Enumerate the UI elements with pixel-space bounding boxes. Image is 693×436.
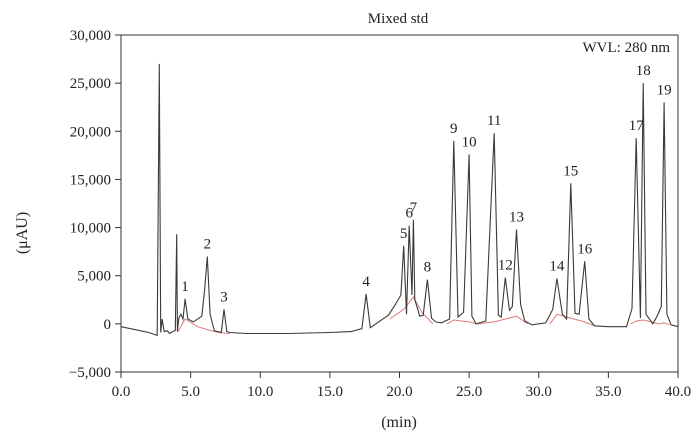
y-tick-label: 15,000 (70, 172, 111, 188)
peak-label-2: 2 (204, 236, 212, 252)
peak-label-8: 8 (424, 260, 432, 276)
y-axis: −5,000 0 5,000 10,000 15,000 20,000 25,000 30,0… (69, 28, 121, 381)
x-tick-label: 20.0 (386, 384, 412, 400)
chromatogram-trace (120, 63, 679, 337)
x-tick-label: 35.0 (595, 384, 621, 400)
x-tick-label: 10.0 (247, 384, 273, 400)
y-tick-label: 20,000 (70, 124, 111, 140)
y-tick-label: 25,000 (70, 76, 111, 92)
y-axis-title: (μAU) (14, 212, 31, 254)
peak-label-14: 14 (549, 259, 565, 275)
peak-label-15: 15 (563, 163, 578, 179)
peak-label-9: 9 (450, 121, 458, 137)
x-axis: 0.0 5.0 10.0 15.0 20.0 25.0 30.0 35.0 40.0 (112, 372, 691, 400)
x-tick-label: 5.0 (181, 384, 200, 400)
peak-label-6: 6 (405, 206, 413, 222)
peak-label-13: 13 (509, 209, 524, 225)
peak-label-11: 11 (487, 113, 501, 129)
baseline-segment (446, 315, 528, 325)
x-tick-label: 15.0 (317, 384, 343, 400)
peak-label-4: 4 (362, 274, 370, 290)
y-tick-label: 5,000 (77, 269, 111, 285)
peak-label-12: 12 (498, 258, 513, 274)
x-tick-label: 40.0 (665, 384, 691, 400)
peak-label-18: 18 (636, 63, 651, 79)
peak-label-19: 19 (657, 82, 672, 98)
wavelength-annotation: WVL: 280 nm (583, 40, 671, 56)
y-tick-label: 30,000 (70, 28, 111, 44)
chart-title: Mixed std (368, 11, 429, 27)
baseline-segment (389, 295, 434, 325)
x-tick-label: 30.0 (526, 384, 552, 400)
peak-label-7: 7 (410, 200, 418, 216)
peak-label-16: 16 (577, 241, 593, 257)
y-tick-label: 0 (104, 317, 112, 333)
x-axis-title: (min) (381, 414, 417, 431)
baseline-segment (549, 313, 595, 327)
peak-label-10: 10 (462, 134, 477, 150)
y-tick-label: −5,000 (69, 365, 111, 381)
peak-label-5: 5 (400, 226, 408, 242)
y-tick-label: 10,000 (70, 221, 111, 237)
x-tick-label: 25.0 (456, 384, 482, 400)
x-tick-label: 0.0 (112, 384, 131, 400)
peak-label-17: 17 (629, 118, 645, 134)
plot-frame (120, 34, 679, 373)
peak-label-1: 1 (181, 279, 189, 295)
integration-baselines (177, 295, 670, 334)
peak-label-3: 3 (220, 289, 228, 305)
